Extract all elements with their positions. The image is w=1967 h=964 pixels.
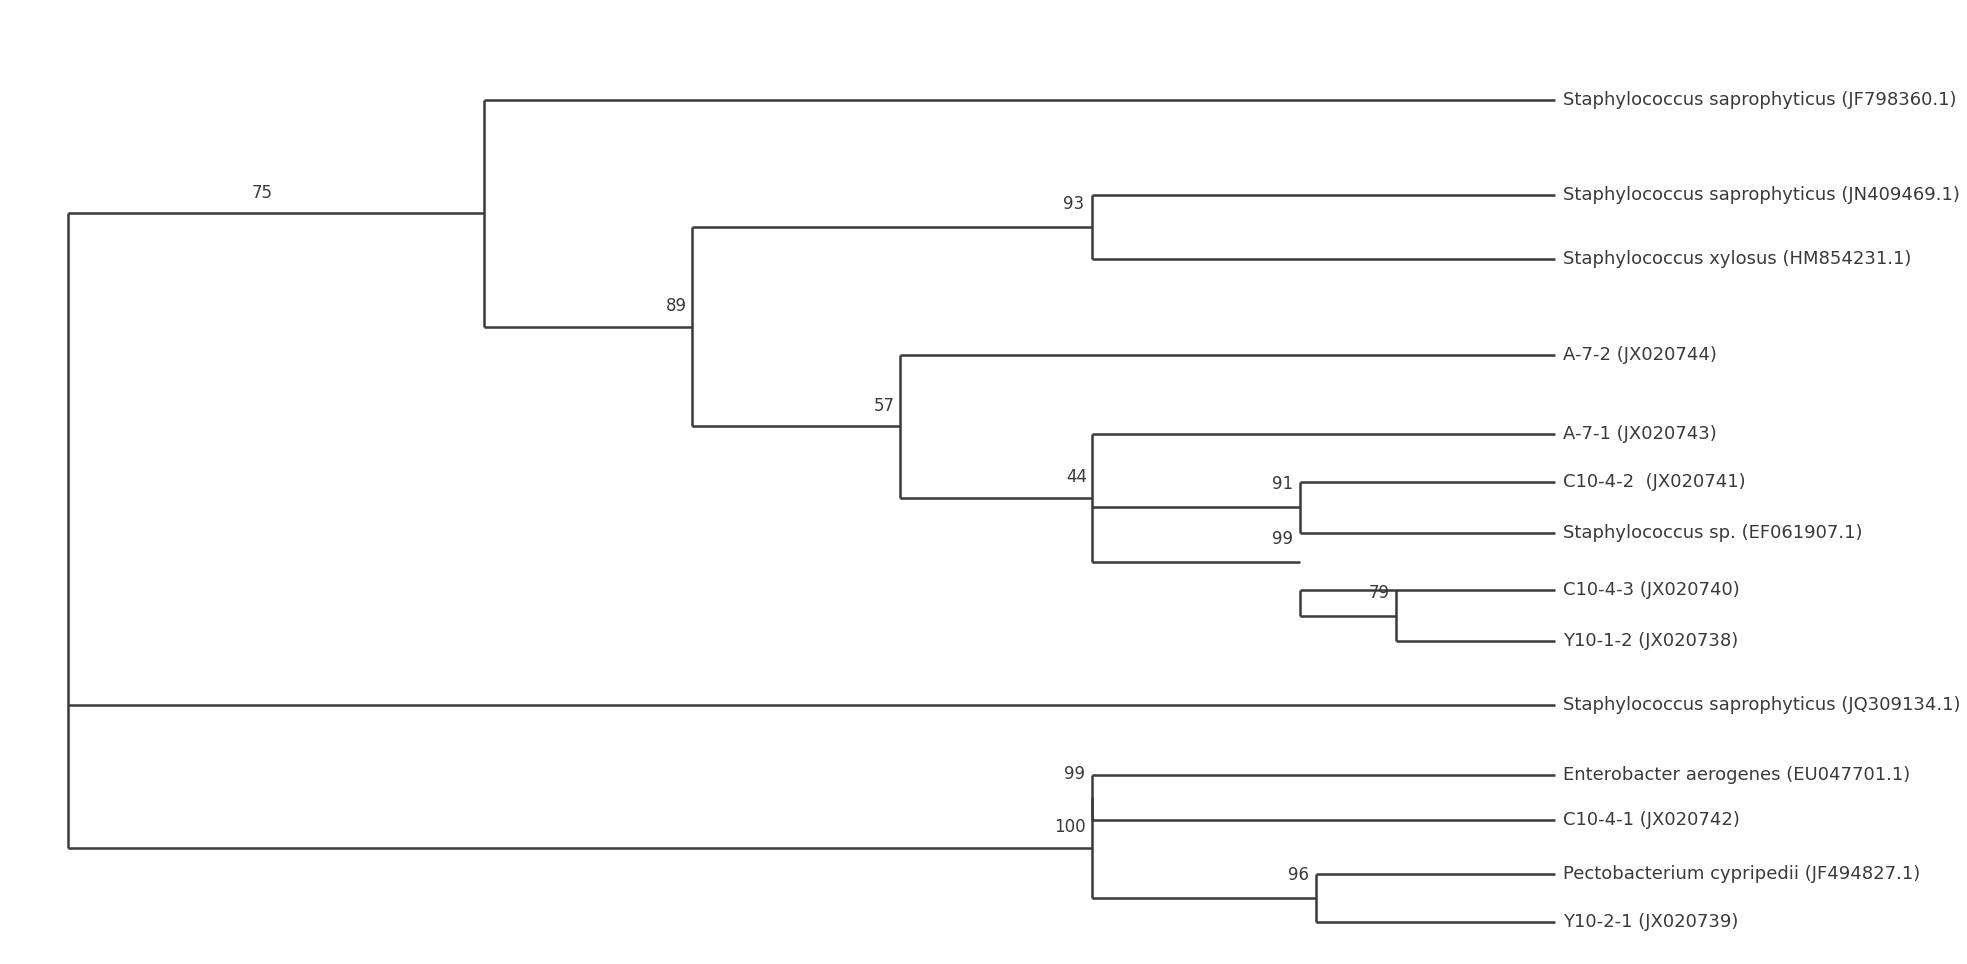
Text: C10-4-2  (JX020741): C10-4-2 (JX020741) xyxy=(1564,473,1747,491)
Text: 79: 79 xyxy=(1369,584,1389,602)
Text: 89: 89 xyxy=(667,297,686,315)
Text: A-7-1 (JX020743): A-7-1 (JX020743) xyxy=(1564,425,1717,443)
Text: Y10-1-2 (JX020738): Y10-1-2 (JX020738) xyxy=(1564,632,1739,651)
Text: 100: 100 xyxy=(1054,818,1086,836)
Text: Pectobacterium cypripedii (JF494827.1): Pectobacterium cypripedii (JF494827.1) xyxy=(1564,865,1920,883)
Text: 99: 99 xyxy=(1064,765,1086,784)
Text: Staphylococcus xylosus (HM854231.1): Staphylococcus xylosus (HM854231.1) xyxy=(1564,250,1912,268)
Text: 93: 93 xyxy=(1062,195,1084,213)
Text: Staphylococcus saprophyticus (JQ309134.1): Staphylococcus saprophyticus (JQ309134.1… xyxy=(1564,696,1961,714)
Text: Enterobacter aerogenes (EU047701.1): Enterobacter aerogenes (EU047701.1) xyxy=(1564,766,1910,784)
Text: Staphylococcus saprophyticus (JN409469.1): Staphylococcus saprophyticus (JN409469.1… xyxy=(1564,186,1961,204)
Text: 99: 99 xyxy=(1273,529,1292,548)
Text: 44: 44 xyxy=(1066,469,1088,487)
Text: 57: 57 xyxy=(873,397,895,415)
Text: A-7-2 (JX020744): A-7-2 (JX020744) xyxy=(1564,345,1717,363)
Text: Staphylococcus sp. (EF061907.1): Staphylococcus sp. (EF061907.1) xyxy=(1564,524,1863,542)
Text: C10-4-3 (JX020740): C10-4-3 (JX020740) xyxy=(1564,581,1741,600)
Text: C10-4-1 (JX020742): C10-4-1 (JX020742) xyxy=(1564,811,1741,829)
Text: 96: 96 xyxy=(1288,866,1310,884)
Text: Staphylococcus saprophyticus (JF798360.1): Staphylococcus saprophyticus (JF798360.1… xyxy=(1564,91,1957,109)
Text: Y10-2-1 (JX020739): Y10-2-1 (JX020739) xyxy=(1564,913,1739,930)
Text: 75: 75 xyxy=(252,184,273,201)
Text: 91: 91 xyxy=(1273,475,1292,494)
